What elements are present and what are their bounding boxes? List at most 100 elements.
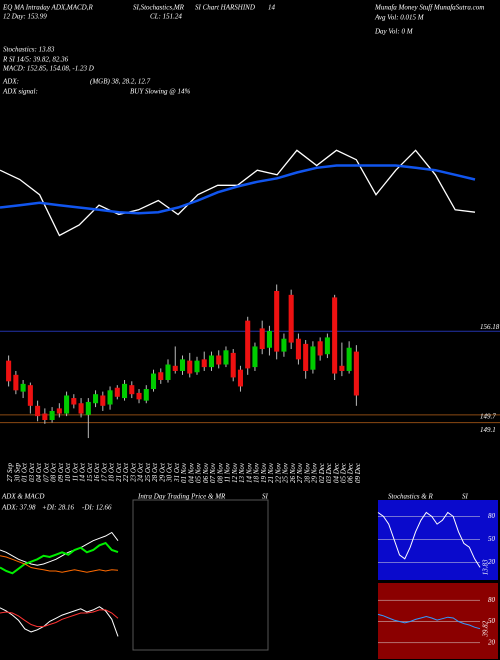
x-tick-label: 27 Sep <box>6 463 14 482</box>
candle-body <box>107 390 113 405</box>
x-tick-label: 02 Dec <box>318 462 326 483</box>
candle-body <box>201 359 207 368</box>
panel-subtitle: SI <box>462 493 469 501</box>
candle-body <box>71 398 77 405</box>
candle-body <box>310 346 316 370</box>
x-tick-label: 05 Dec <box>339 462 347 483</box>
header-text: Munafa Money Stuff MunafaSutra.com <box>374 4 484 12</box>
x-tick-label: 21 Oct <box>115 462 123 482</box>
x-tick-label: 13 Nov <box>238 462 246 483</box>
header-text: 12 Day: 153.99 <box>3 13 47 21</box>
indicator-label: +DI: 28.16 <box>42 504 74 512</box>
x-tick-label: 03 Dec <box>325 462 333 483</box>
candle-body <box>339 365 345 371</box>
x-tick-label: 28 Oct <box>151 462 159 482</box>
panel-title: ADX & MACD <box>1 493 44 501</box>
header-text: 14 <box>268 4 276 12</box>
x-tick-label: 05 Nov <box>195 462 203 483</box>
x-tick-label: 04 Nov <box>187 462 195 483</box>
candle-body <box>136 392 142 400</box>
y-tick-label: 149.1 <box>480 426 496 434</box>
x-tick-label: 26 Nov <box>289 462 297 483</box>
x-tick-label: 08 Oct <box>50 462 58 482</box>
candle-body <box>230 352 236 378</box>
indicator-line <box>0 606 119 637</box>
header-text: (MGB) 38, 28.2, 12.7 <box>90 78 151 86</box>
x-tick-label: 27 Nov <box>296 462 304 483</box>
x-tick-label: 15 Oct <box>86 462 94 482</box>
candle-body <box>150 373 157 390</box>
intraday-frame <box>132 499 269 651</box>
candle-body <box>252 346 258 368</box>
candle-body <box>143 389 149 401</box>
x-tick-label: 01 Nov <box>180 462 188 483</box>
candle-body <box>42 413 48 420</box>
candle-body <box>274 290 280 352</box>
x-tick-label: 18 Oct <box>108 462 116 482</box>
candle-body <box>35 405 41 417</box>
candle-body <box>324 337 330 355</box>
candle-body <box>122 383 128 399</box>
panel-title: Intra Day Trading Price & MR <box>137 493 226 501</box>
candle-body <box>158 372 164 380</box>
x-tick-label: 03 Oct <box>28 462 36 482</box>
candle-body <box>353 351 359 396</box>
candle-body <box>13 374 19 391</box>
candle-body <box>114 387 120 397</box>
y-tick-label: 20 <box>488 558 496 566</box>
candle-body <box>129 385 135 395</box>
candle-body <box>317 341 323 356</box>
candle-body <box>179 359 186 371</box>
x-tick-label: 22 Oct <box>122 462 130 482</box>
panel-subtitle: SI <box>262 493 269 501</box>
candle-body <box>64 395 70 414</box>
x-tick-label: 11 Oct <box>71 462 79 481</box>
x-tick-label: 21 Nov <box>267 462 275 483</box>
x-tick-label: 30 Sep <box>13 463 21 483</box>
candle-body <box>27 385 33 406</box>
candle-body <box>223 350 229 365</box>
x-tick-label: 06 Dec <box>347 462 355 483</box>
indicator-line <box>377 511 481 568</box>
end-value-label: 13.83 <box>482 559 490 575</box>
x-tick-label: 07 Oct <box>42 462 50 482</box>
candle-body <box>172 365 178 371</box>
candle-body <box>303 343 309 371</box>
x-tick-label: 09 Dec <box>354 462 362 483</box>
y-tick-label: 50 <box>488 535 496 543</box>
indicator-label: -DI: 12.66 <box>82 504 112 512</box>
x-tick-label: 04 Oct <box>35 462 43 482</box>
y-tick-label: 149.7 <box>480 412 496 420</box>
candle-body <box>281 338 287 352</box>
indicator-line <box>0 609 119 628</box>
x-tick-label: 04 Dec <box>332 462 340 483</box>
x-tick-label: 29 Oct <box>158 462 166 482</box>
candle-body <box>165 364 171 380</box>
x-tick-label: 18 Nov <box>253 462 261 483</box>
candle-body <box>295 338 301 360</box>
candle-body <box>187 360 193 374</box>
x-tick-label: 25 Nov <box>282 462 290 483</box>
x-tick-label: 29 Nov <box>311 462 319 483</box>
x-tick-label: 23 Oct <box>129 462 137 482</box>
indicator-line <box>0 531 119 566</box>
candle-body <box>346 347 352 371</box>
x-tick-label: 06 Nov <box>202 462 210 483</box>
header-text: Stochastics: 13.83 <box>3 46 55 54</box>
x-tick-label: 28 Nov <box>303 462 311 483</box>
x-tick-label: 25 Oct <box>144 462 152 482</box>
candle-body <box>332 297 338 374</box>
header-text: Day Vol: 0 M <box>374 28 414 36</box>
x-tick-label: 31 Oct <box>173 462 181 483</box>
candle-body <box>93 394 99 404</box>
candle-body <box>6 360 12 382</box>
x-tick-label: 09 Oct <box>57 462 65 482</box>
candle-body <box>216 355 222 365</box>
candle-body <box>288 294 294 343</box>
x-tick-label: 08 Nov <box>216 462 224 483</box>
x-tick-label: 24 Oct <box>137 462 145 482</box>
panel-background <box>378 500 498 580</box>
y-tick-label: 50 <box>488 617 496 625</box>
x-tick-label: 12 Nov <box>231 462 239 483</box>
x-tick-label: 14 Oct <box>79 462 87 482</box>
